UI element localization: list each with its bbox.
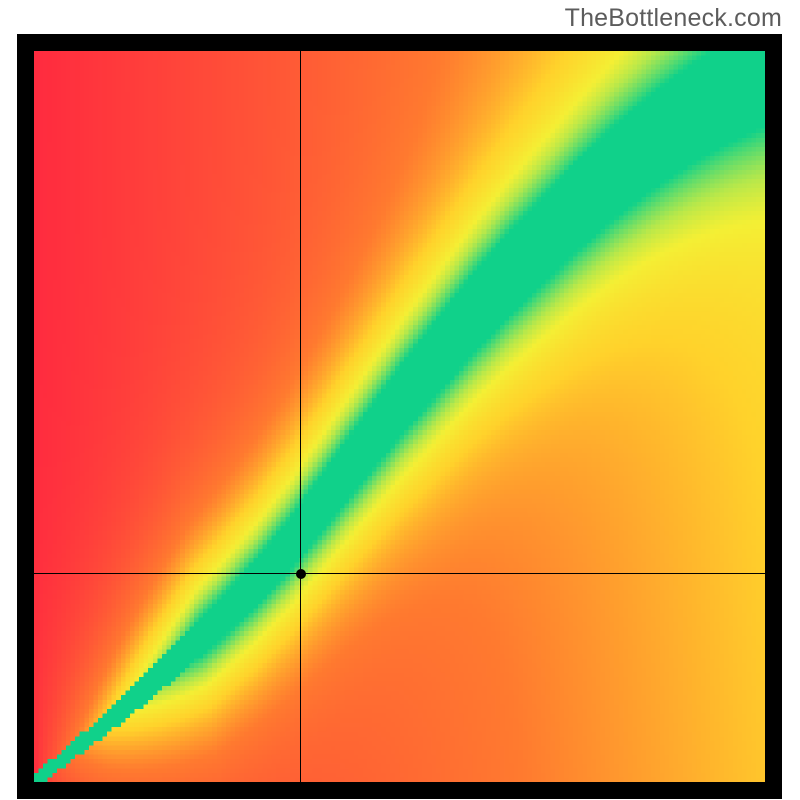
watermark-text: TheBottleneck.com (565, 4, 782, 33)
crosshair-horizontal (34, 573, 765, 574)
bottleneck-heatmap (34, 51, 765, 782)
marker-point (296, 569, 306, 579)
crosshair-vertical (300, 51, 301, 782)
